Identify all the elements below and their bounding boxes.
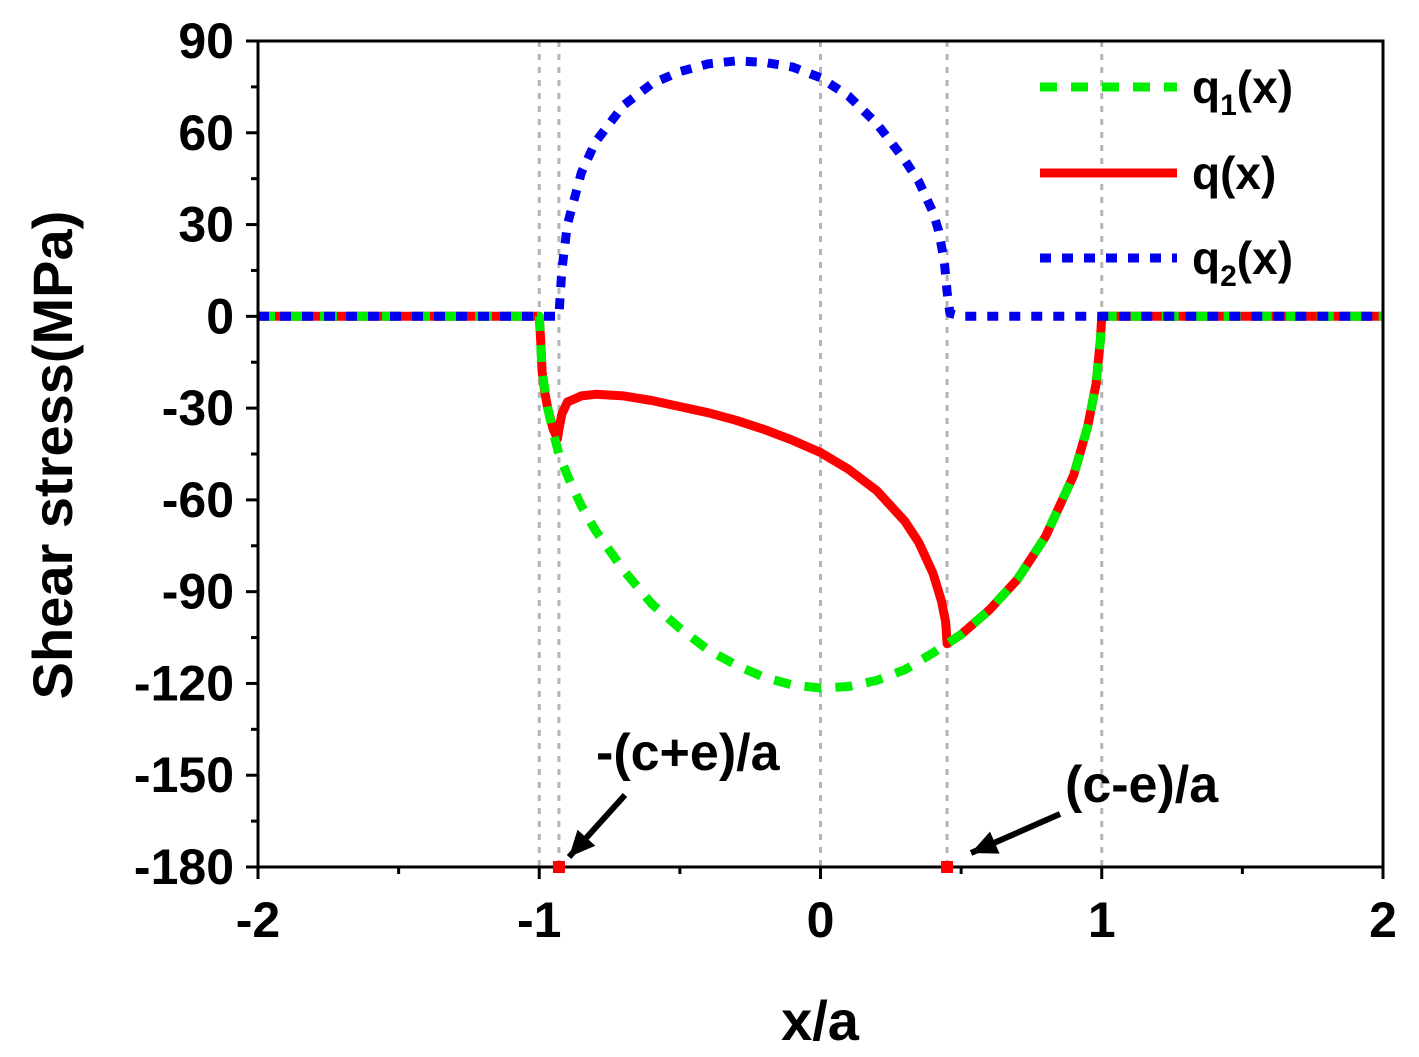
annotation-label-1: (c-e)/a xyxy=(1065,756,1219,814)
y-tick-label-5: -60 xyxy=(162,472,234,528)
axis-ticks xyxy=(246,39,1385,879)
x-axis-title: x/a xyxy=(781,989,860,1052)
series-line-q1x xyxy=(258,311,1383,693)
y-tick-label-3: 0 xyxy=(206,288,234,344)
y-tick-label-8: -150 xyxy=(134,747,234,803)
x-tick-label-2: 0 xyxy=(807,892,835,948)
x-tick-label-0: -2 xyxy=(236,892,280,948)
y-axis-title: Shear stress(MPa) xyxy=(21,211,84,700)
y-tick-label-7: -120 xyxy=(134,655,234,711)
series-line-qx xyxy=(258,311,1383,649)
legend-label-0: q1(x) xyxy=(1192,61,1293,122)
x-tick-label-1: -1 xyxy=(517,892,561,948)
y-tick-label-1: 60 xyxy=(178,105,234,161)
y-tick-label-2: 30 xyxy=(178,197,234,253)
annotation-arrowhead-0 xyxy=(569,829,596,857)
x-tick-label-4: 2 xyxy=(1369,892,1397,948)
legend: q1(x) q(x) q2(x) xyxy=(1040,61,1293,293)
y-tick-label-9: -180 xyxy=(134,839,234,895)
y-tick-label-4: -30 xyxy=(162,380,234,436)
y-tick-label-0: 90 xyxy=(178,13,234,69)
annotation-label-0: -(c+e)/a xyxy=(596,724,781,782)
series-line-q2x xyxy=(258,56,1383,321)
series-layer xyxy=(258,56,1383,693)
legend-label-1: q(x) xyxy=(1192,147,1276,199)
marker-0 xyxy=(552,861,565,873)
annotations: -(c+e)/a (c-e)/a xyxy=(552,724,1219,873)
legend-label-2: q2(x) xyxy=(1192,232,1293,293)
y-tick-label-6: -90 xyxy=(162,564,234,620)
x-tick-label-3: 1 xyxy=(1088,892,1116,948)
marker-1 xyxy=(941,861,954,873)
tick-labels: -2 -1 0 1 2 90 60 30 0 -30 -60 -90 -120 -150 -180 xyxy=(134,13,1397,948)
annotation-arrowhead-1 xyxy=(971,831,1000,854)
